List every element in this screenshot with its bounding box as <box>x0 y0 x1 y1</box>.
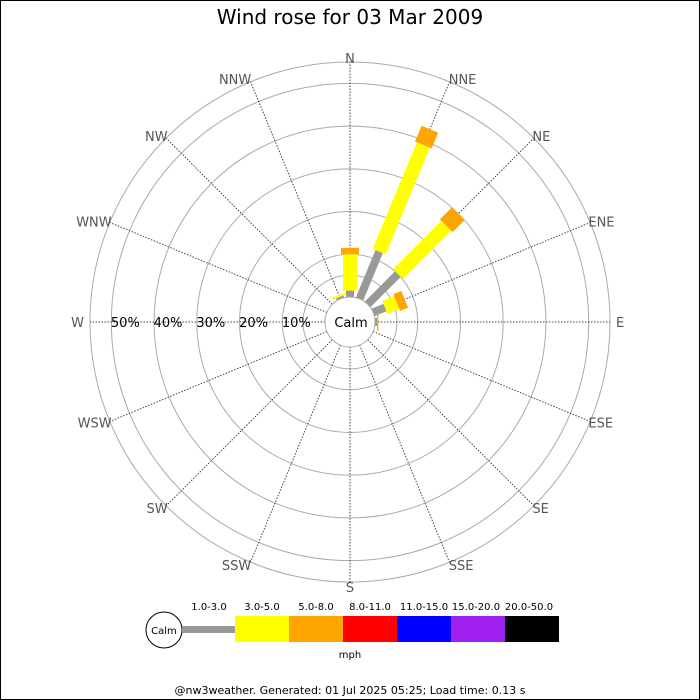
radial-tick-label-10: 10% <box>282 316 311 331</box>
direction-label-nnw: NNW <box>219 73 251 88</box>
direction-label-sw: SW <box>146 502 167 517</box>
bar-ne-3.0-5.0 <box>392 220 452 280</box>
legend-swatch-3.0-5.0 <box>235 616 289 642</box>
direction-label-wnw: WNW <box>76 215 112 230</box>
radial-tick-label-50: 50% <box>111 316 140 331</box>
grid-ring-30 <box>196 168 504 476</box>
spoke-wnw <box>109 222 328 313</box>
direction-label-e: E <box>616 316 624 331</box>
spoke-wsw <box>109 331 328 422</box>
direction-label-s: S <box>346 581 354 596</box>
direction-label-sse: SSE <box>449 559 474 574</box>
radial-tick-label-30: 30% <box>196 316 225 331</box>
bar-ene-3.0-5.0 <box>382 296 400 314</box>
spoke-nw <box>165 137 333 305</box>
legend-label-8.0-11.0: 8.0-11.0 <box>349 602 391 613</box>
spoke-ssw <box>250 344 341 563</box>
spoke-sw <box>165 339 333 507</box>
legend-label-15.0-20.0: 15.0-20.0 <box>452 602 500 613</box>
bar-nne-3.0-5.0 <box>372 142 430 255</box>
radial-tick-label-20: 20% <box>239 316 268 331</box>
legend-swatch-15.0-20.0 <box>451 616 505 642</box>
bar-nne-1.0-3.0 <box>355 250 383 301</box>
calm-circle <box>324 296 376 348</box>
radial-tick-label-40: 40% <box>154 316 183 331</box>
legend-swatch-20.0-50.0 <box>505 616 559 642</box>
legend-swatch-1.0-3.0 <box>182 626 235 633</box>
spoke-ene <box>372 222 591 313</box>
direction-label-ssw: SSW <box>222 559 252 574</box>
bar-ene-1.0-3.0 <box>371 303 387 317</box>
direction-label-se: SE <box>532 502 548 517</box>
legend-unit: mph <box>339 650 361 661</box>
legend-swatch-11.0-15.0 <box>397 616 451 642</box>
spoke-sse <box>359 344 450 563</box>
chart-title: Wind rose for 03 Mar 2009 <box>216 5 484 29</box>
direction-label-nw: NW <box>145 130 168 145</box>
legend-label-11.0-15.0: 11.0-15.0 <box>400 602 448 613</box>
bar-nnw-3.0-5.0 <box>332 292 347 300</box>
direction-label-ese: ESE <box>588 417 613 432</box>
direction-label-n: N <box>345 52 355 67</box>
direction-label-nne: NNE <box>449 73 477 88</box>
legend-swatch-8.0-11.0 <box>343 616 397 642</box>
bar-ene-5.0-8.0 <box>393 291 409 311</box>
legend-label-20.0-50.0: 20.0-50.0 <box>505 602 553 613</box>
legend-label-3.0-5.0: 3.0-5.0 <box>244 602 279 613</box>
spoke-se <box>367 339 535 507</box>
direction-label-wsw: WSW <box>78 417 112 432</box>
direction-label-w: W <box>71 316 84 331</box>
legend-label-1.0-3.0: 1.0-3.0 <box>191 602 226 613</box>
bar-nne-5.0-8.0 <box>415 125 439 149</box>
direction-label-ne: NE <box>532 130 550 145</box>
calm-label: Calm <box>334 316 367 331</box>
spoke-ese <box>372 331 591 422</box>
legend-label-5.0-8.0: 5.0-8.0 <box>298 602 333 613</box>
direction-label-ene: ENE <box>588 215 614 230</box>
bar-ne-5.0-8.0 <box>439 207 465 233</box>
spoke-nnw <box>250 81 341 300</box>
legend-calm-label: Calm <box>151 626 177 637</box>
bar-ne-1.0-3.0 <box>364 271 401 308</box>
grid-ring-40 <box>153 125 547 519</box>
legend-swatch-5.0-8.0 <box>289 616 343 642</box>
footer-text: @nw3weather. Generated: 01 Jul 2025 05:2… <box>174 684 526 697</box>
